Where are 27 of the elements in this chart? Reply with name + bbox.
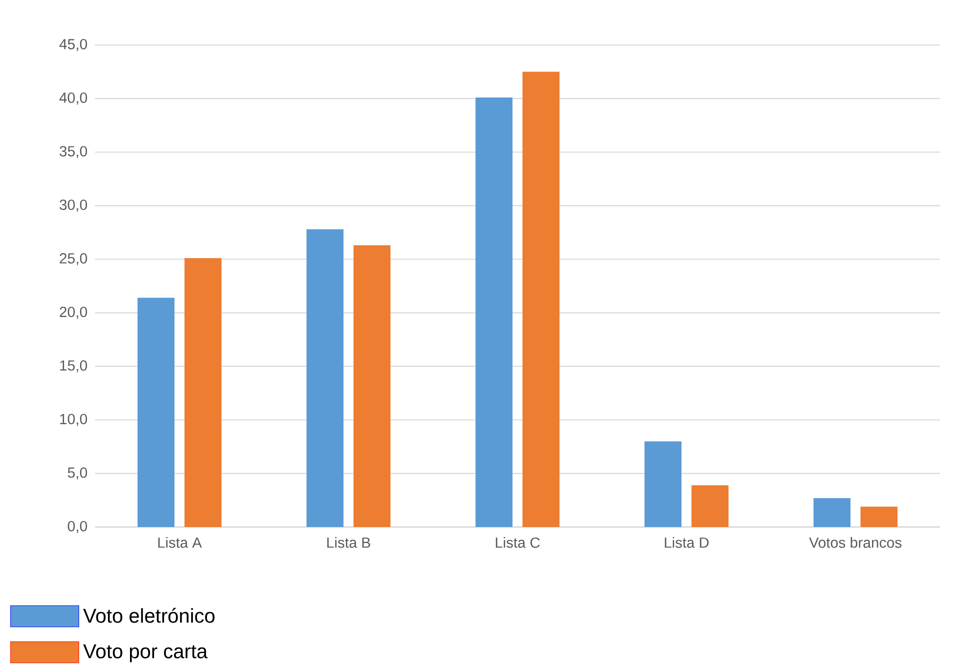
- bar: [354, 245, 391, 528]
- x-tick-label: Lista A: [158, 537, 202, 548]
- bar: [522, 72, 560, 528]
- y-tick-label: 5,0: [68, 467, 88, 480]
- bar: [692, 485, 729, 528]
- y-tick-label: 20,0: [60, 306, 88, 319]
- y-tick-label: 10,0: [60, 414, 88, 426]
- y-tick-label: 35,0: [60, 146, 88, 158]
- y-tick-label: 25,0: [60, 253, 88, 266]
- y-tick-label: 15,0: [60, 360, 88, 372]
- y-tick-label: 30,0: [60, 200, 88, 212]
- y-tick-label: 40,0: [59, 92, 88, 105]
- bar: [644, 441, 682, 528]
- bar: [306, 229, 344, 528]
- legend-label: Voto por carta: [83, 644, 208, 662]
- bar: [476, 97, 513, 528]
- x-tick-label: Lista D: [664, 537, 709, 548]
- y-tick-label: 0,0: [68, 520, 88, 534]
- bar: [184, 258, 222, 528]
- x-tick-label: Lista C: [496, 537, 540, 548]
- bar: [814, 498, 851, 528]
- legend-label: Voto eletrónico: [83, 608, 215, 623]
- bar: [138, 298, 174, 528]
- y-tick-label: 45,0: [59, 38, 88, 52]
- bar: [860, 506, 898, 528]
- x-tick-label: Lista B: [327, 537, 370, 548]
- x-tick-label: Votos brancos: [809, 537, 902, 548]
